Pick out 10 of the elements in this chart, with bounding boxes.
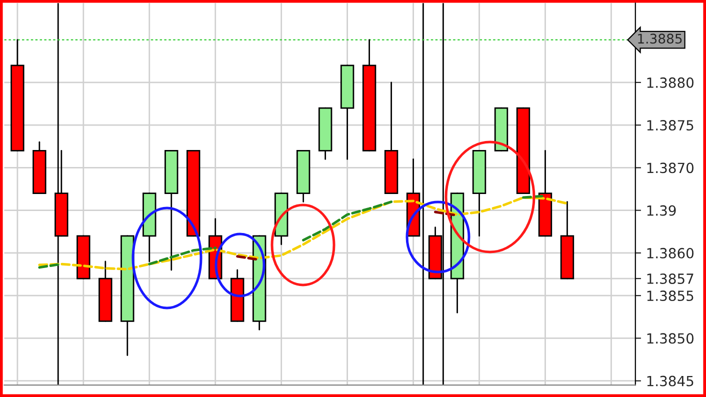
y-tick-label: 1.3857 [647, 274, 694, 284]
y-tick-label: 1.3860 [647, 248, 694, 258]
ref-line-label: 1.3885 [638, 34, 682, 44]
y-tick-label: 1.39 [647, 205, 676, 216]
y-tick-label: 1.3880 [647, 77, 694, 88]
y-tick-label: 1.3870 [647, 162, 694, 174]
y-tick-label: 1.3875 [647, 120, 694, 131]
y-tick-label: 1.3845 [647, 376, 694, 386]
y-tick-label: 1.3855 [647, 290, 694, 302]
y-tick-label: 1.3850 [647, 333, 694, 344]
